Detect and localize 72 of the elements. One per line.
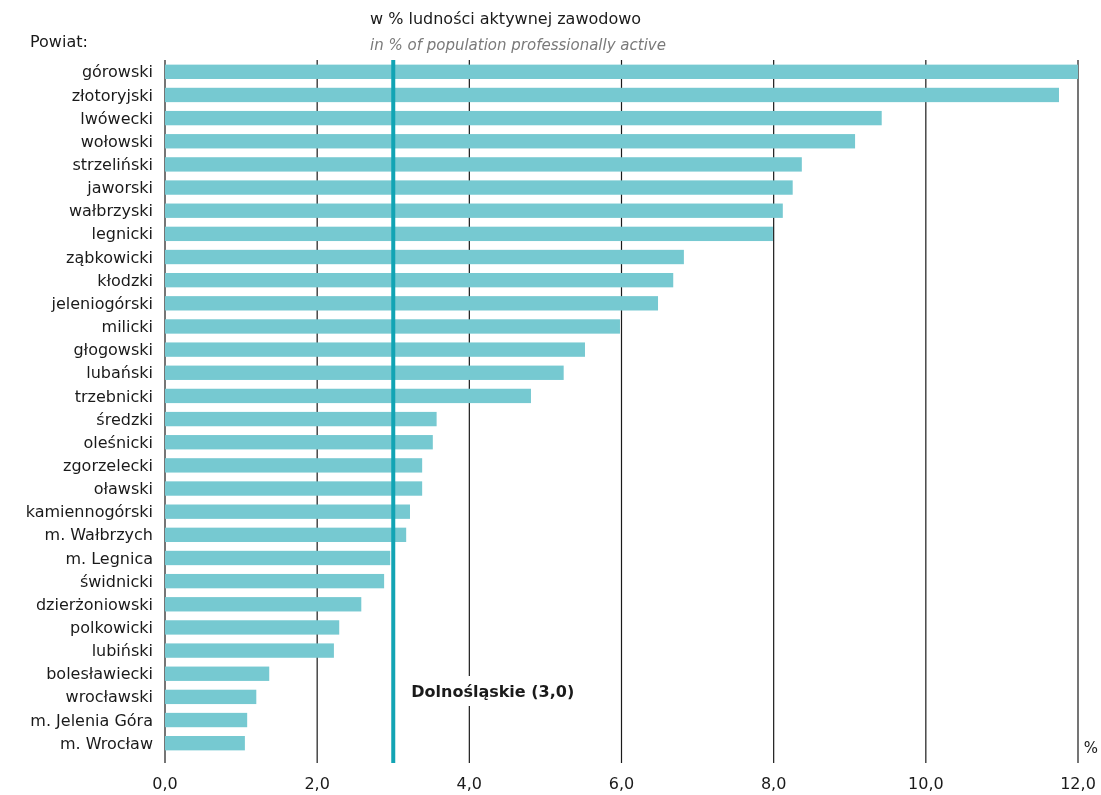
bar [165, 64, 1078, 79]
bar [165, 87, 1059, 103]
y-tick-label: legnicki [91, 224, 153, 244]
bar [165, 203, 783, 218]
y-tick-label: bolesławiecki [46, 664, 153, 684]
bar [165, 157, 802, 172]
y-tick-label: ząbkowicki [66, 247, 153, 267]
bar [165, 550, 391, 566]
x-tick-label: 8,0 [760, 774, 787, 793]
y-tick-label: jaworski [86, 178, 153, 198]
bar [165, 296, 659, 311]
x-tick-label: 6,0 [608, 774, 635, 793]
ref-line-label: Dolnośląskie (3,0) [411, 682, 575, 701]
y-tick-label: oławski [93, 479, 153, 499]
y-tick-label: strzeliński [72, 155, 153, 175]
bar [165, 573, 385, 589]
bar [165, 712, 248, 728]
bar [165, 527, 407, 543]
chart-subtitle: in % of population professionally active [370, 36, 666, 54]
bar [165, 481, 423, 496]
y-tick-label: m. Jelenia Góra [30, 710, 153, 730]
y-tick-label: polkowicki [70, 618, 153, 638]
y-tick-label: kamiennogórski [25, 502, 153, 522]
y-tick-label: średzki [96, 409, 153, 429]
bar [165, 411, 437, 427]
y-tick-label: m. Wrocław [59, 733, 153, 753]
y-tick-label: wrocławski [65, 687, 153, 707]
y-tick-label: kłodzki [97, 270, 153, 290]
y-tick-label: trzebnicki [74, 386, 153, 406]
bar [165, 180, 793, 195]
y-tick-label: m. Legnica [65, 548, 153, 568]
x-axis-title: % [1083, 739, 1098, 757]
bar [165, 689, 257, 705]
bar [165, 597, 362, 612]
bar [165, 643, 334, 658]
y-tick-label: milicki [101, 317, 153, 337]
y-tick-label: lubański [86, 363, 153, 383]
x-tick-label: 4,0 [456, 774, 483, 793]
x-tick-label: 10,0 [908, 774, 944, 793]
y-tick-label: świdnicki [79, 571, 153, 591]
y-tick-label: m. Wałbrzych [44, 525, 153, 545]
x-tick-label: 0,0 [152, 774, 178, 793]
bar [165, 110, 882, 126]
bar [165, 736, 245, 751]
y-tick-label: zgorzelecki [63, 455, 153, 475]
bar [165, 226, 773, 242]
x-tick-label: 2,0 [304, 774, 330, 793]
y-tick-label: wołowski [80, 131, 153, 151]
chart-title: w % ludności aktywnej zawodowo [370, 9, 642, 28]
bar [165, 620, 340, 635]
bar [165, 319, 620, 334]
y-tick-label: wałbrzyski [68, 201, 153, 221]
y-tick-label: jeleniogórski [50, 293, 153, 313]
bar [165, 458, 423, 473]
bar [165, 365, 564, 380]
x-tick-label: 12,0 [1060, 774, 1096, 793]
y-tick-label: głogowski [73, 340, 153, 360]
y-tick-label: oleśnicki [83, 432, 153, 452]
bar [165, 249, 684, 265]
y-tick-label: lwówecki [80, 108, 153, 128]
y-axis-title: Powiat: [30, 32, 88, 51]
y-tick-label: lubiński [91, 641, 153, 661]
y-tick-label: górowski [81, 62, 153, 82]
bar [165, 504, 410, 519]
bar [165, 388, 531, 404]
bar [165, 666, 270, 681]
bar [165, 342, 585, 357]
y-tick-label: złotoryjski [71, 85, 153, 105]
bar [165, 435, 433, 450]
y-tick-label: dzierżoniowski [35, 594, 153, 614]
bar [165, 134, 856, 149]
bar [165, 272, 674, 288]
